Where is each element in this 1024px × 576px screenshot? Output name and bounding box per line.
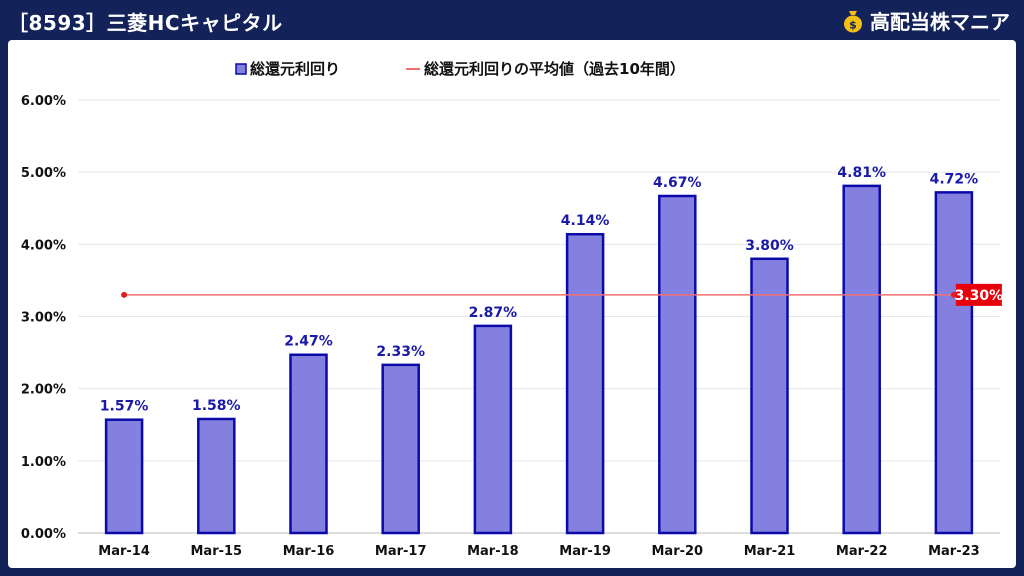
x-tick-label: Mar-16 xyxy=(283,544,335,559)
legend-label-average: 総還元利回りの平均値（過去10年間） xyxy=(424,60,685,78)
bar xyxy=(289,353,328,535)
data-label: 2.47% xyxy=(284,334,333,350)
data-label: 2.87% xyxy=(469,305,518,321)
data-label: 4.67% xyxy=(653,175,702,191)
chart-title: ［8593］三菱HCキャピタル xyxy=(8,11,283,35)
data-label: 4.81% xyxy=(837,165,886,181)
chart-panel: 0.00% 1.00% 2.00% 3.00% 4.00% 5.00% 6.00% 総還元利回… xyxy=(8,40,1016,568)
y-tick-label: 5.00% xyxy=(21,166,66,181)
y-tick-label: 2.00% xyxy=(21,383,66,398)
data-label: 1.57% xyxy=(100,399,149,415)
x-tick-label: Mar-23 xyxy=(928,544,980,559)
data-label: 2.33% xyxy=(376,344,425,360)
bar xyxy=(565,232,605,535)
bar xyxy=(658,194,697,535)
x-tick-label: Mar-17 xyxy=(375,544,427,559)
bar xyxy=(750,257,789,535)
x-tick-label: Mar-21 xyxy=(744,544,796,559)
legend-label-bar: 総還元利回り xyxy=(250,60,340,78)
bar xyxy=(934,191,974,535)
bar xyxy=(104,418,144,535)
data-label: 3.80% xyxy=(745,238,794,254)
bar-chart: 0.00% 1.00% 2.00% 3.00% 4.00% 5.00% 6.00% 総還元利回… xyxy=(21,60,1004,559)
money-bag-icon: $ xyxy=(844,10,862,32)
y-tick-label: 3.00% xyxy=(21,311,66,326)
x-tick-label: Mar-22 xyxy=(836,544,888,559)
average-label: 3.30% xyxy=(955,288,1004,304)
x-tick-label: Mar-20 xyxy=(651,544,703,559)
average-line-point xyxy=(121,291,128,298)
bar xyxy=(473,324,513,535)
data-label: 4.72% xyxy=(930,171,979,187)
y-tick-label: 6.00% xyxy=(21,94,66,109)
legend-bar-swatch xyxy=(235,63,247,75)
average-line-point xyxy=(950,291,957,298)
x-tick-label: Mar-14 xyxy=(98,544,150,559)
data-label: 4.14% xyxy=(561,213,610,229)
bar xyxy=(842,184,881,535)
brand-logo: $ 高配当株マニア xyxy=(842,6,1010,35)
brand-name: 高配当株マニア xyxy=(870,10,1010,34)
y-tick-label: 1.00% xyxy=(21,455,66,470)
x-tick-label: Mar-15 xyxy=(190,544,242,559)
y-tick-label: 0.00% xyxy=(21,527,66,542)
average-label-box xyxy=(955,283,1002,306)
bar xyxy=(381,363,420,535)
svg-text:$: $ xyxy=(849,18,857,31)
x-tick-label: Mar-18 xyxy=(467,544,519,559)
bar xyxy=(197,417,236,535)
data-label: 1.58% xyxy=(192,398,241,414)
y-tick-label: 4.00% xyxy=(21,238,66,253)
x-tick-label: Mar-19 xyxy=(559,544,611,559)
